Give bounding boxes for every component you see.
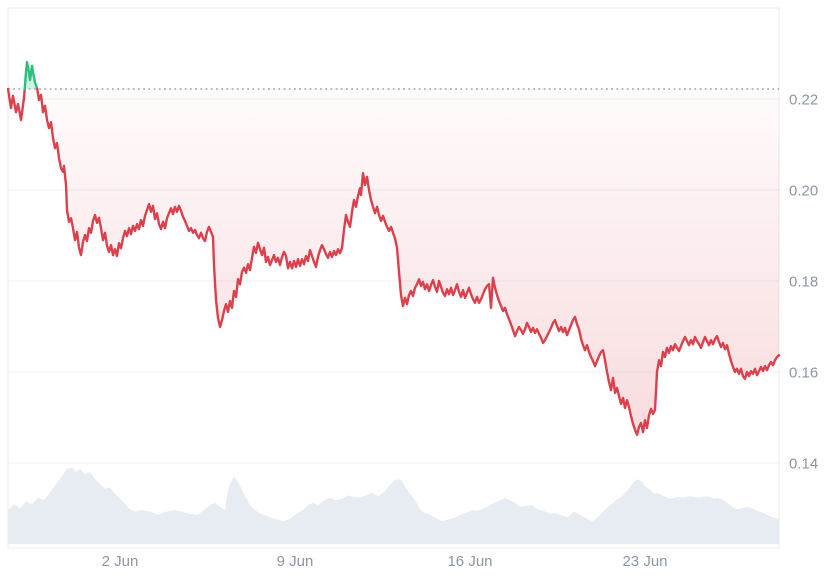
y-axis-label: 0.14 <box>789 456 818 473</box>
volume-area <box>8 467 779 544</box>
y-axis-label: 0.22 <box>789 92 818 109</box>
y-axis-label: 0.18 <box>789 274 818 291</box>
x-axis-label: 9 Jun <box>277 553 314 570</box>
price-line-down-segment[interactable] <box>6 87 26 122</box>
x-axis-label: 23 Jun <box>622 553 667 570</box>
price-line-up-segment[interactable] <box>23 60 39 91</box>
price-line-down-segment[interactable] <box>36 87 781 436</box>
price-area-below-baseline <box>8 89 779 435</box>
x-axis-label: 16 Jun <box>447 553 492 570</box>
x-axis-label: 2 Jun <box>102 553 139 570</box>
y-axis-label: 0.20 <box>789 183 818 200</box>
y-axis-label: 0.16 <box>789 365 818 382</box>
price-area-above-baseline <box>8 62 779 89</box>
